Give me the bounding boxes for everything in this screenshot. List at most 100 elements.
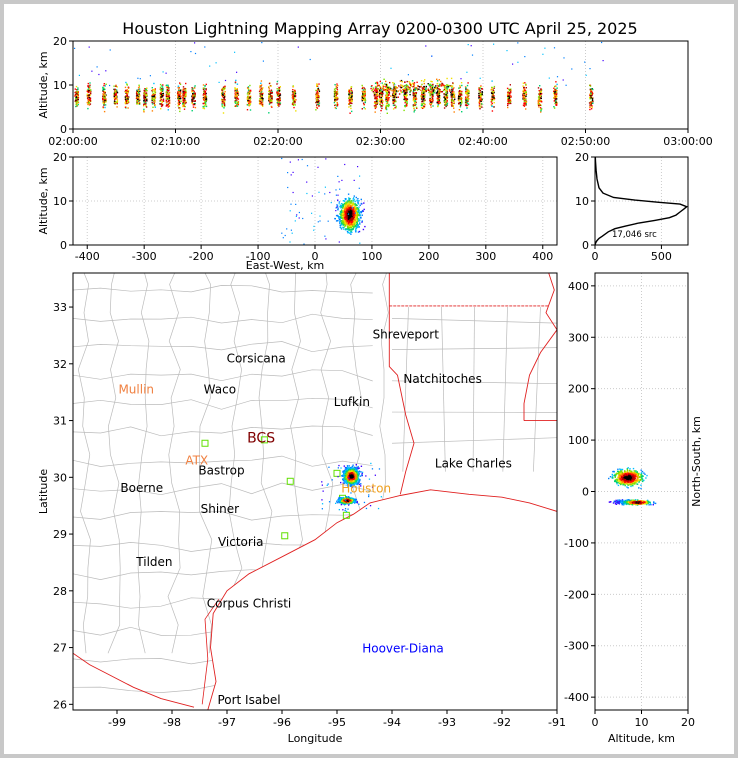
- source-point: [438, 94, 441, 97]
- source-point: [445, 87, 447, 89]
- source-point: [386, 91, 389, 93]
- source-point: [86, 97, 89, 99]
- source-point: [194, 87, 196, 89]
- source-point: [553, 106, 555, 108]
- source-point: [459, 106, 462, 108]
- source-point: [385, 88, 388, 91]
- source-point: [346, 205, 349, 207]
- source-point: [394, 107, 396, 109]
- source-point: [335, 189, 337, 191]
- source-point: [425, 87, 427, 89]
- source-point: [127, 98, 129, 100]
- y-tick-label: 20: [53, 35, 67, 48]
- source-point: [377, 88, 379, 90]
- source-point: [137, 89, 140, 91]
- source-point: [184, 87, 186, 90]
- source-point: [348, 222, 350, 224]
- source-point: [135, 92, 138, 94]
- source-point: [404, 85, 406, 87]
- source-point: [335, 94, 337, 96]
- source-point: [509, 91, 511, 94]
- source-point: [464, 98, 467, 100]
- source-point: [356, 212, 359, 214]
- source-point: [430, 86, 432, 88]
- lightning-source: [356, 467, 358, 469]
- coastline: [207, 489, 557, 710]
- source-point: [137, 98, 140, 100]
- source-point: [277, 100, 279, 102]
- source-point: [374, 106, 376, 108]
- source-point: [466, 94, 468, 96]
- source-point: [523, 94, 526, 97]
- source-point: [355, 213, 358, 215]
- source-point: [202, 107, 204, 109]
- source-point: [204, 92, 207, 94]
- source-point: [336, 93, 338, 95]
- source-point: [340, 228, 343, 230]
- source-point: [525, 87, 527, 89]
- source-point: [113, 88, 115, 91]
- source-point: [336, 97, 338, 99]
- source-point: [103, 93, 105, 96]
- source-point: [377, 102, 379, 104]
- source-point: [508, 96, 511, 99]
- source-point: [444, 89, 446, 91]
- source-point: [182, 105, 184, 108]
- source-point: [507, 90, 510, 93]
- source-point: [324, 193, 326, 195]
- source-point: [234, 90, 236, 92]
- source-point: [354, 203, 356, 205]
- source-point: [143, 104, 145, 107]
- source-point: [523, 97, 526, 99]
- source-point: [467, 102, 469, 104]
- source-point: [184, 91, 186, 94]
- source-point: [343, 226, 345, 229]
- source-point: [192, 100, 195, 102]
- source-point: [343, 200, 345, 202]
- source-point: [467, 96, 469, 98]
- source-point: [399, 80, 402, 82]
- source-point: [493, 106, 495, 108]
- source-point: [375, 86, 377, 89]
- source-point: [78, 74, 80, 76]
- source-point: [136, 91, 138, 93]
- source-point: [161, 85, 163, 87]
- source-point: [205, 96, 208, 98]
- source-point: [162, 84, 164, 86]
- source-point: [478, 104, 481, 106]
- source-point: [74, 88, 76, 90]
- source-point: [347, 205, 349, 207]
- source-point: [127, 87, 130, 89]
- source-point: [440, 91, 442, 93]
- source-point: [438, 79, 440, 81]
- source-point: [277, 90, 280, 92]
- source-point: [294, 92, 297, 95]
- source-point: [556, 98, 558, 100]
- source-point: [458, 102, 460, 105]
- county-boundary: [73, 313, 373, 324]
- source-point: [352, 228, 354, 230]
- source-point: [124, 91, 127, 93]
- source-point: [316, 85, 318, 87]
- source-point: [423, 98, 425, 100]
- source-point: [355, 207, 358, 209]
- source-point: [464, 86, 467, 88]
- source-point: [98, 73, 100, 76]
- source-point: [413, 84, 415, 86]
- source-point: [357, 201, 359, 203]
- source-point: [509, 94, 511, 96]
- source-point: [202, 97, 205, 99]
- source-point: [524, 103, 526, 105]
- source-point: [340, 206, 342, 208]
- source-point: [414, 93, 416, 96]
- source-point: [88, 101, 91, 103]
- source-point: [262, 87, 264, 89]
- source-point: [446, 90, 448, 92]
- source-point: [406, 80, 408, 83]
- source-point: [478, 90, 480, 92]
- source-point: [339, 219, 341, 221]
- source-point: [347, 213, 350, 215]
- parish-boundary: [391, 380, 557, 385]
- source-point: [467, 94, 470, 96]
- time-altitude-frame: [72, 40, 689, 130]
